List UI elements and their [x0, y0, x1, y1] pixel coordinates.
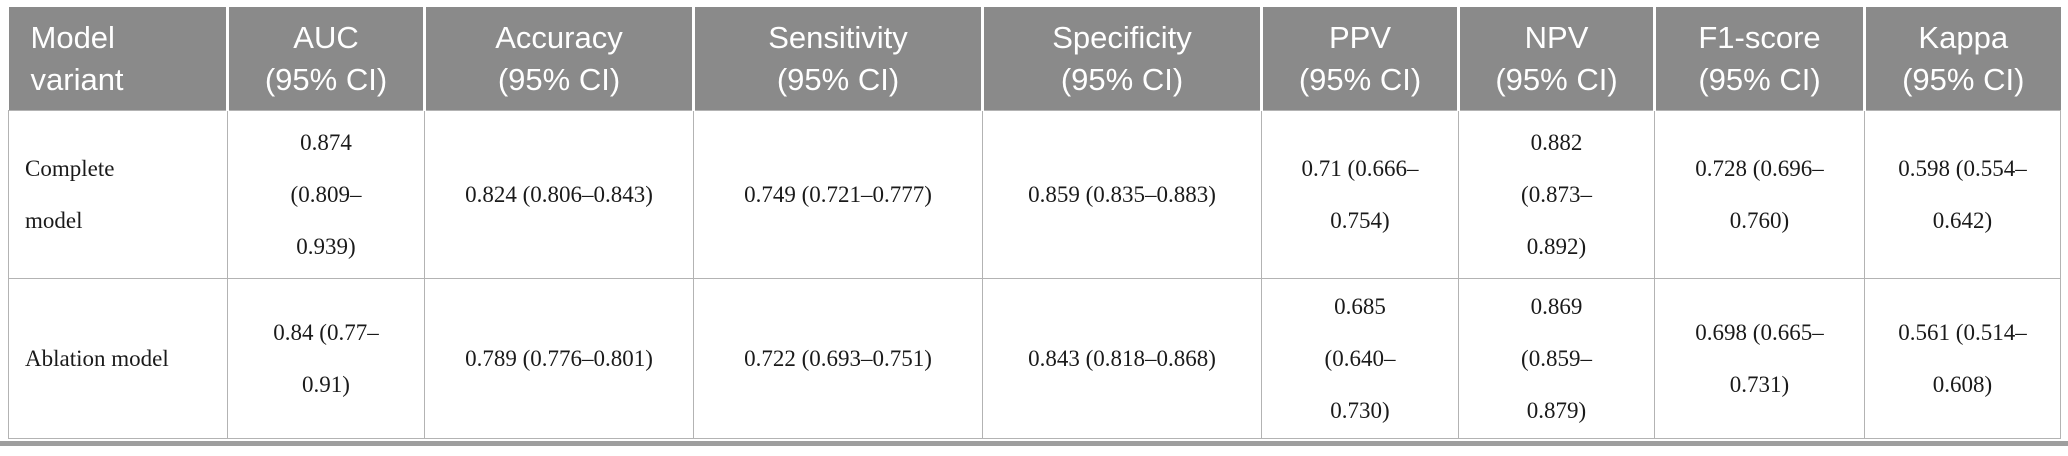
- column-header-sensitivity: Sensitivity (95% CI): [692, 7, 983, 111]
- cell-complete-model-specificity: 0.859 (0.835–0.883): [982, 110, 1262, 279]
- model-performance-table: Model variant AUC (95% CI) Accuracy (95%…: [8, 7, 2061, 439]
- cell-ablation-model-f1-score: 0.698 (0.665– 0.731): [1654, 278, 1865, 439]
- cell-complete-model-ppv: 0.71 (0.666– 0.754): [1261, 110, 1459, 279]
- column-header-f1-score: F1-score (95% CI): [1653, 7, 1865, 111]
- cell-complete-model-sensitivity: 0.749 (0.721–0.777): [693, 110, 983, 279]
- cell-complete-model-kappa: 0.598 (0.554– 0.642): [1864, 110, 2061, 279]
- cell-complete-model-auc: 0.874 (0.809– 0.939): [227, 110, 425, 279]
- row-label-ablation-model: Ablation model: [8, 278, 228, 439]
- column-header-model-variant: Model variant: [8, 7, 228, 111]
- cell-ablation-model-ppv: 0.685 (0.640– 0.730): [1261, 278, 1459, 439]
- column-header-npv: NPV (95% CI): [1457, 7, 1655, 111]
- table-row-ablation-model: Ablation model 0.84 (0.77– 0.91) 0.789 (…: [8, 278, 2061, 439]
- cell-complete-model-npv: 0.882 (0.873– 0.892): [1458, 110, 1655, 279]
- column-header-auc: AUC (95% CI): [226, 7, 425, 111]
- column-header-ppv: PPV (95% CI): [1260, 7, 1459, 111]
- cell-ablation-model-kappa: 0.561 (0.514– 0.608): [1864, 278, 2061, 439]
- cell-complete-model-accuracy: 0.824 (0.806–0.843): [424, 110, 694, 279]
- column-header-accuracy: Accuracy (95% CI): [423, 7, 694, 111]
- cell-ablation-model-npv: 0.869 (0.859– 0.879): [1458, 278, 1655, 439]
- table-bottom-rule: [0, 441, 2068, 446]
- header-row: Model variant AUC (95% CI) Accuracy (95%…: [8, 7, 2061, 111]
- cell-ablation-model-sensitivity: 0.722 (0.693–0.751): [693, 278, 983, 439]
- cell-ablation-model-accuracy: 0.789 (0.776–0.801): [424, 278, 694, 439]
- column-header-kappa: Kappa (95% CI): [1863, 7, 2061, 111]
- cell-ablation-model-specificity: 0.843 (0.818–0.868): [982, 278, 1262, 439]
- column-header-specificity: Specificity (95% CI): [981, 7, 1262, 111]
- row-label-complete-model: Complete model: [8, 110, 228, 279]
- cell-ablation-model-auc: 0.84 (0.77– 0.91): [227, 278, 425, 439]
- table-row-complete-model: Complete model 0.874 (0.809– 0.939) 0.82…: [8, 110, 2061, 279]
- cell-complete-model-f1-score: 0.728 (0.696– 0.760): [1654, 110, 1865, 279]
